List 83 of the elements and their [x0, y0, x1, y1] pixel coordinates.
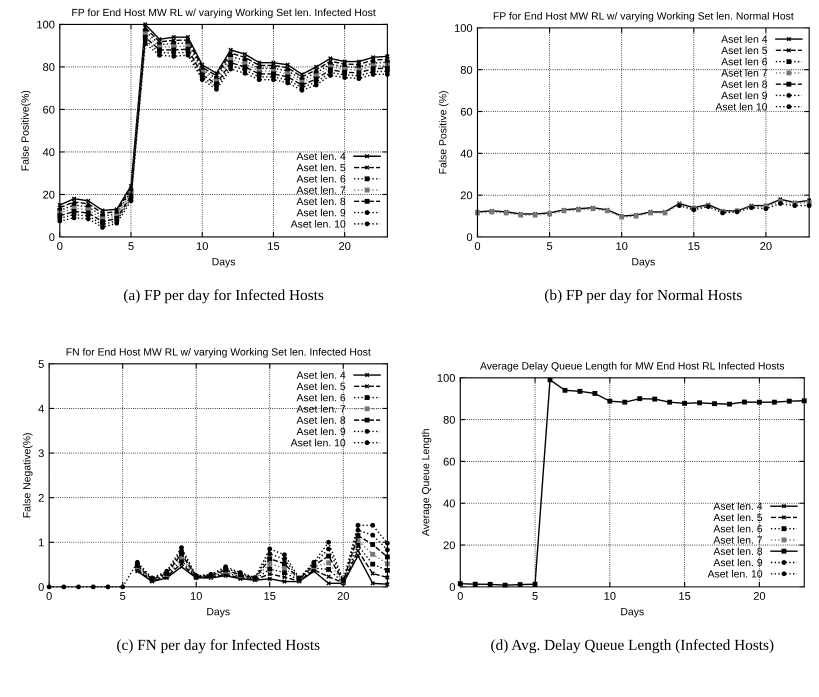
legend-label: Aset len. 8 — [296, 416, 346, 424]
x-tick-label: 20 — [338, 592, 350, 600]
legend-label: Aset len 5 — [721, 46, 768, 54]
legend-label: Aset len 9 — [721, 92, 768, 100]
y-tick-label: 60 — [43, 106, 54, 114]
x-tick-label: 0 — [57, 242, 62, 250]
legend-label: Aset len. 7 — [713, 536, 762, 544]
y-tick-label: 2 — [38, 494, 44, 502]
x-tick-label: 15 — [268, 242, 280, 250]
x-tick-label: 5 — [128, 242, 134, 250]
y-tick-label: 1 — [38, 538, 44, 546]
x-tick-label: 5 — [546, 242, 552, 250]
y-tick-label: 40 — [460, 150, 472, 158]
y-tick-label: 100 — [37, 20, 54, 29]
y-tick-label: 40 — [443, 500, 455, 508]
legend-label: Aset len. 4 — [296, 371, 346, 379]
y-tick-label: 0 — [466, 233, 472, 242]
legend-label: Aset len. 10 — [290, 220, 346, 228]
legend-label: Aset len 6 — [721, 58, 768, 66]
x-tick-label: 10 — [190, 592, 202, 600]
y-tick-label: 20 — [444, 541, 455, 550]
x-tick-label: 20 — [760, 242, 772, 250]
x-tick-label: 20 — [754, 592, 766, 600]
x-tick-label: 10 — [604, 592, 616, 600]
x-tick-label: 15 — [264, 592, 276, 600]
legend-label: Aset len. 8 — [713, 547, 762, 555]
legend-label: Aset len. 8 — [296, 197, 346, 206]
y-tick-label: 3 — [38, 449, 44, 458]
x-tick-label: 5 — [120, 592, 126, 600]
text: (d) Avg. Delay Queue Length (Infected Hosts) — [491, 639, 774, 654]
legend-label: Aset len. 6 — [296, 174, 346, 183]
y-tick-label: 100 — [438, 374, 455, 382]
y-tick-label: 40 — [42, 148, 54, 156]
legend-label: Aset len. 9 — [296, 208, 346, 216]
chart-title: FP for End Host MW RL w/ varying Working Set len. Infected Host — [72, 8, 376, 18]
y-axis-title: Average Queue Length — [422, 429, 432, 536]
text: (b) FP per day for Normal Hosts — [544, 289, 742, 304]
x-tick-label: 10 — [616, 242, 628, 250]
legend-label: Aset len. 5 — [296, 164, 346, 172]
y-tick-label: 20 — [43, 190, 54, 199]
legend-label: Aset len. 6 — [713, 524, 762, 532]
y-axis-title: False Positive (%) — [438, 91, 449, 174]
x-tick-label: 0 — [474, 242, 480, 250]
chart-title: FN for End Host MW RL w/ varying Working Set len. Infected Host — [66, 348, 371, 358]
x-axis-title: Days — [212, 258, 236, 268]
x-tick-label: 20 — [339, 242, 350, 250]
y-tick-label: 100 — [454, 24, 472, 32]
text: (c) FN per day for Infected Hosts — [117, 639, 320, 654]
y-tick-label: 4 — [38, 404, 44, 412]
x-tick-label: 10 — [196, 242, 208, 250]
legend-label: Aset len. 6 — [296, 394, 346, 402]
legend-label: Aset len. 9 — [713, 558, 762, 566]
y-tick-label: 80 — [460, 66, 472, 74]
legend-label: Aset len. 10 — [290, 438, 346, 446]
legend-label: Aset len 8 — [721, 80, 768, 88]
y-tick-label: 0 — [38, 583, 44, 592]
y-axis-title: False Negative(%) — [22, 433, 33, 518]
y-tick-label: 80 — [43, 63, 54, 72]
x-tick-label: 15 — [688, 242, 700, 250]
y-tick-label: 60 — [460, 108, 472, 116]
chart-title: Average Delay Queue Length for MW End Host RL Infected Hosts — [480, 362, 784, 372]
y-tick-label: 0 — [49, 233, 54, 242]
y-tick-label: 20 — [460, 191, 472, 200]
legend-label: Aset len. 10 — [708, 570, 762, 578]
y-tick-label: 0 — [450, 583, 455, 592]
x-tick-label: 5 — [532, 592, 538, 600]
legend-label: Aset len. 7 — [296, 186, 346, 194]
y-tick-label: 80 — [444, 416, 455, 424]
legend-label: Aset len. 4 — [713, 502, 762, 510]
x-axis-title: Days — [632, 258, 655, 268]
x-axis-title: Days — [207, 608, 230, 618]
legend-label: Aset len. 5 — [713, 514, 762, 522]
y-tick-label: 5 — [38, 360, 44, 368]
x-axis-title: Days — [621, 608, 644, 618]
text: (a) FP per day for Infected Hosts — [124, 289, 324, 304]
legend-label: Aset len. 4 — [296, 152, 346, 160]
y-axis-title: False Positive(%) — [21, 90, 31, 170]
y-tick-label: 60 — [444, 458, 455, 466]
legend-label: Aset len. 5 — [296, 382, 346, 390]
legend-label: Aset len 10 — [715, 102, 768, 110]
legend-label: Aset len. 9 — [296, 427, 346, 436]
x-tick-label: 15 — [679, 592, 690, 600]
chart-title: FP for End Host MW RL w/ varying Working Set len. Normal Host — [494, 12, 794, 22]
